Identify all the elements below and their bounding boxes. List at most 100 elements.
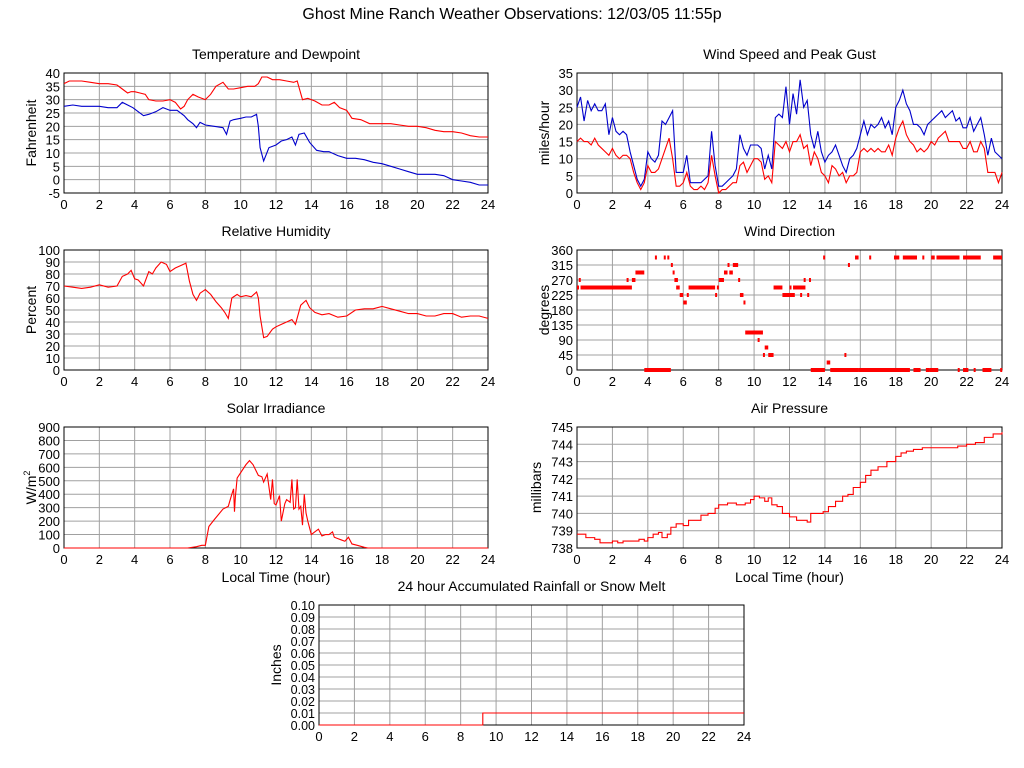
- wind-direction-point: [893, 255, 900, 260]
- x-tick-label: 8: [202, 374, 209, 389]
- wind-direction-point: [654, 255, 657, 260]
- wind-speed-line: [576, 119, 1003, 195]
- y-tick-label: 90: [46, 255, 60, 270]
- wind-direction-point: [727, 263, 730, 267]
- y-tick-label: 60: [46, 291, 60, 306]
- x-tick-label: 22: [445, 374, 459, 389]
- y-tick-label: 20: [46, 119, 60, 134]
- chart-title: Wind Speed and Peak Gust: [703, 46, 876, 62]
- y-axis-label: Fahrenheit: [23, 99, 39, 166]
- wind-direction-point: [982, 368, 992, 372]
- y-tick-label: 10: [46, 146, 60, 161]
- rainfall-chart: 24 hour Accumulated Rainfall or Snow Mel…: [268, 578, 751, 744]
- wind-direction-point: [732, 263, 739, 267]
- wind-direction-point: [743, 300, 746, 305]
- y-tick-label: 600: [38, 460, 60, 475]
- x-tick-label: 18: [375, 552, 389, 567]
- plot-frame: [576, 426, 1003, 549]
- chart-title: Temperature and Dewpoint: [192, 46, 360, 62]
- x-tick-label: 8: [202, 552, 209, 567]
- x-tick-label: 24: [995, 374, 1009, 389]
- x-tick-label: 24: [481, 197, 495, 212]
- x-tick-label: 6: [680, 197, 687, 212]
- temperature-line: [63, 76, 488, 138]
- wind-direction-point: [800, 293, 803, 297]
- wind-direction-point: [789, 285, 792, 290]
- chart-title: Wind Direction: [744, 223, 835, 239]
- wind-direction-point: [686, 293, 689, 297]
- wind-direction-point: [810, 368, 825, 372]
- y-tick-label: 740: [551, 506, 573, 521]
- x-tick-label: 4: [131, 374, 138, 389]
- wind-direction-point: [963, 255, 981, 260]
- chart-title: 24 hour Accumulated Rainfall or Snow Mel…: [398, 578, 666, 594]
- x-tick-label: 8: [715, 197, 722, 212]
- wind-direction-point: [1000, 368, 1003, 372]
- y-tick-label: 25: [559, 100, 573, 115]
- x-tick-label: 4: [644, 552, 651, 567]
- wind-direction-point: [683, 300, 687, 305]
- wind-direction-point: [716, 285, 719, 290]
- x-tick-label: 12: [782, 197, 796, 212]
- x-tick-label: 10: [233, 552, 247, 567]
- wind-direction-point: [715, 293, 718, 297]
- wind-direction-point: [762, 353, 765, 357]
- y-tick-label: 0.05: [291, 659, 315, 673]
- x-tick-label: 14: [304, 197, 318, 212]
- y-tick-label: 0: [53, 363, 60, 378]
- x-tick-label: 16: [853, 374, 867, 389]
- wind-direction-point: [808, 278, 811, 282]
- y-axis-label: Percent: [23, 286, 39, 334]
- wind-direction-point: [768, 353, 774, 357]
- x-tick-label: 16: [595, 729, 609, 744]
- wind-direction-point: [663, 255, 666, 260]
- x-tick-label: 10: [233, 374, 247, 389]
- x-tick-label: 8: [202, 197, 209, 212]
- y-tick-label: 5: [53, 159, 60, 174]
- y-tick-label: -5: [48, 186, 60, 201]
- wind-direction-point: [676, 285, 680, 290]
- x-tick-label: 12: [269, 197, 283, 212]
- x-tick-label: 20: [924, 374, 938, 389]
- chart-title: Air Pressure: [751, 400, 828, 416]
- y-tick-label: 45: [559, 348, 573, 363]
- x-tick-label: 22: [701, 729, 715, 744]
- y-tick-label: 0.08: [291, 623, 315, 637]
- x-tick-label: 2: [609, 197, 616, 212]
- x-tick-label: 20: [410, 374, 424, 389]
- wind-direction-point: [830, 368, 859, 372]
- y-tick-label: 10: [559, 152, 573, 167]
- y-tick-label: 100: [38, 243, 60, 258]
- x-tick-label: 0: [60, 552, 67, 567]
- wind-direction-point: [963, 368, 969, 372]
- wind-direction-point: [858, 368, 910, 372]
- wind-direction-point: [757, 338, 760, 342]
- y-tick-label: 50: [46, 303, 60, 318]
- plot-frame: [63, 426, 489, 549]
- wind-direction-point: [723, 270, 728, 275]
- relative-humidity-line: [63, 261, 489, 339]
- x-tick-label: 12: [269, 374, 283, 389]
- y-tick-label: 0: [566, 186, 573, 201]
- y-tick-label: 0.07: [291, 635, 315, 649]
- x-tick-label: 20: [666, 729, 680, 744]
- wind-direction-point: [577, 285, 579, 290]
- plot-frame: [576, 72, 1003, 194]
- x-tick-label: 22: [445, 197, 459, 212]
- y-axis-label: W/m2: [22, 471, 39, 505]
- wind-direction-point: [718, 278, 724, 282]
- y-tick-label: 35: [46, 79, 60, 94]
- x-tick-label: 18: [889, 374, 903, 389]
- x-tick-label: 6: [166, 552, 173, 567]
- x-tick-label: 4: [644, 197, 651, 212]
- y-tick-label: 743: [551, 455, 573, 470]
- page-title: Ghost Mine Ranch Weather Observations: 1…: [302, 6, 722, 23]
- x-tick-label: 0: [60, 197, 67, 212]
- plot-frame: [576, 249, 1003, 371]
- y-tick-label: 315: [551, 258, 573, 273]
- x-tick-label: 8: [715, 374, 722, 389]
- x-tick-label: 10: [233, 197, 247, 212]
